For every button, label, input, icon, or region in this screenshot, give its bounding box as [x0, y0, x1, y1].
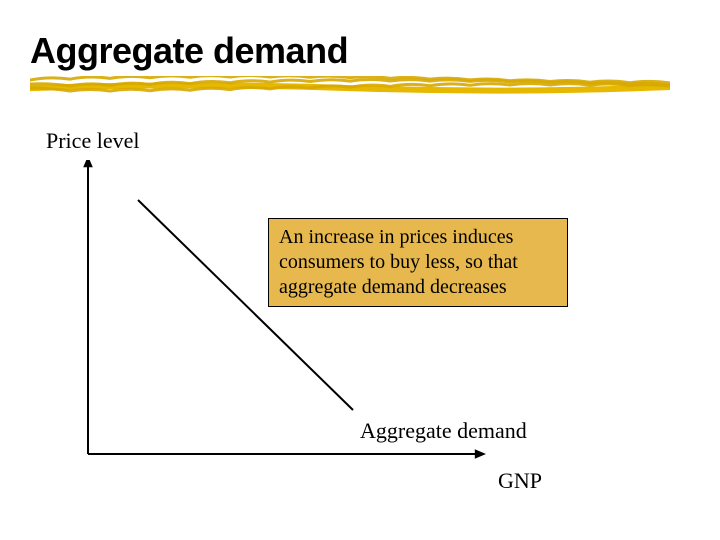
- callout-text: An increase in prices induces consumers …: [279, 225, 557, 300]
- y-axis-label: Price level: [46, 128, 139, 154]
- chart-title: Aggregate demand: [30, 30, 348, 72]
- callout-box: An increase in prices induces consumers …: [268, 218, 568, 307]
- title-underline: [30, 76, 670, 98]
- x-axis-label: GNP: [498, 468, 542, 494]
- curve-label: Aggregate demand: [360, 418, 527, 444]
